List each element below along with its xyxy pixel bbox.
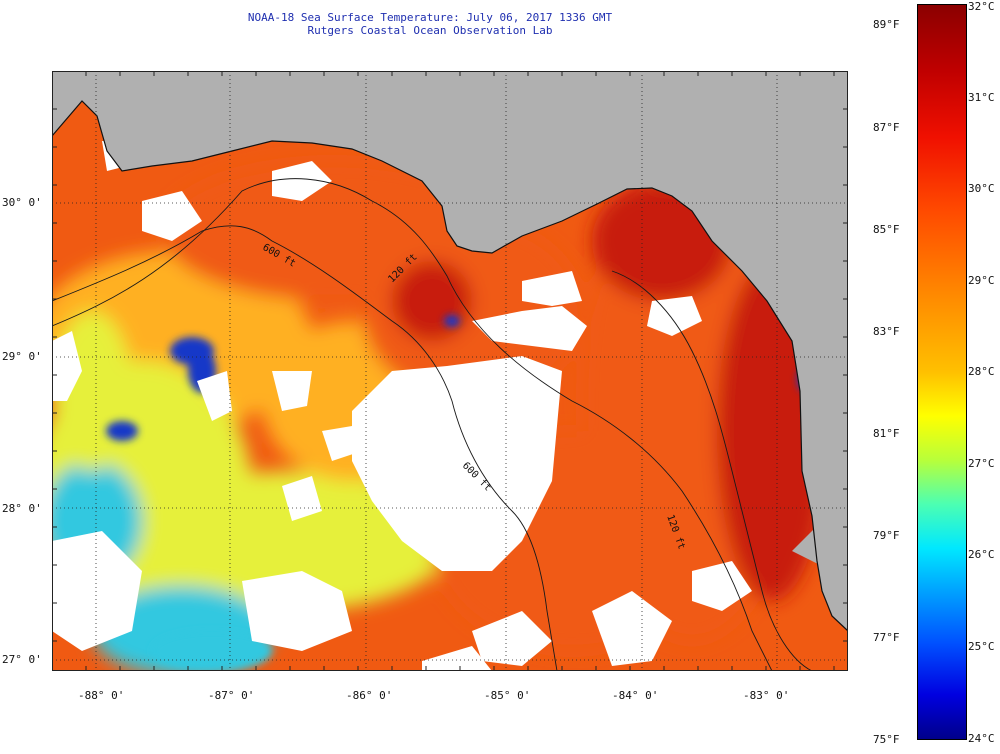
cb-c-26: 26°C [968,548,995,561]
lon-label-88: -88° 0' [78,689,125,702]
cb-f-89: 89°F [873,18,900,31]
lon-label-87: -87° 0' [208,689,255,702]
cb-f-87: 87°F [873,121,900,134]
cb-c-27: 27°C [968,457,995,470]
lon-label-86: -86° 0' [346,689,393,702]
cb-c-28: 28°C [968,365,995,378]
cb-f-85: 85°F [873,223,900,236]
lat-label-28: 28° 0' [2,502,42,515]
map-subtitle: Rutgers Coastal Ocean Observation Lab [307,24,553,37]
land-mass [52,71,848,631]
map-frame [52,71,848,671]
cb-f-77: 77°F [873,631,900,644]
sst-map: 600 ft 120 ft 600 ft 120 ft [52,71,848,671]
lon-label-83: -83° 0' [743,689,790,702]
graticule [52,71,848,671]
cb-c-29: 29°C [968,274,995,287]
lat-label-27: 27° 0' [2,653,42,666]
contour-120ft-west [52,178,773,671]
lon-label-84: -84° 0' [612,689,659,702]
cb-c-25: 25°C [968,640,995,653]
lat-label-30: 30° 0' [2,196,42,209]
cb-c-31: 31°C [968,91,995,104]
map-title: NOAA-18 Sea Surface Temperature: July 06… [247,11,613,24]
cb-f-75: 75°F [873,733,900,746]
map-ticks [52,71,848,671]
cloud-mask [52,141,752,671]
temperature-colorbar [917,4,967,740]
cb-f-83: 83°F [873,325,900,338]
coastline [52,100,848,632]
lon-label-85: -85° 0' [484,689,531,702]
cb-c-32: 32°C [968,0,995,13]
cb-f-79: 79°F [873,529,900,542]
cb-f-81: 81°F [873,427,900,440]
lat-label-29: 29° 0' [2,350,42,363]
cb-c-30: 30°C [968,182,995,195]
contour-120ft-east [611,270,813,671]
contour-600ft [52,225,558,671]
cb-c-24: 24°C [968,732,995,745]
